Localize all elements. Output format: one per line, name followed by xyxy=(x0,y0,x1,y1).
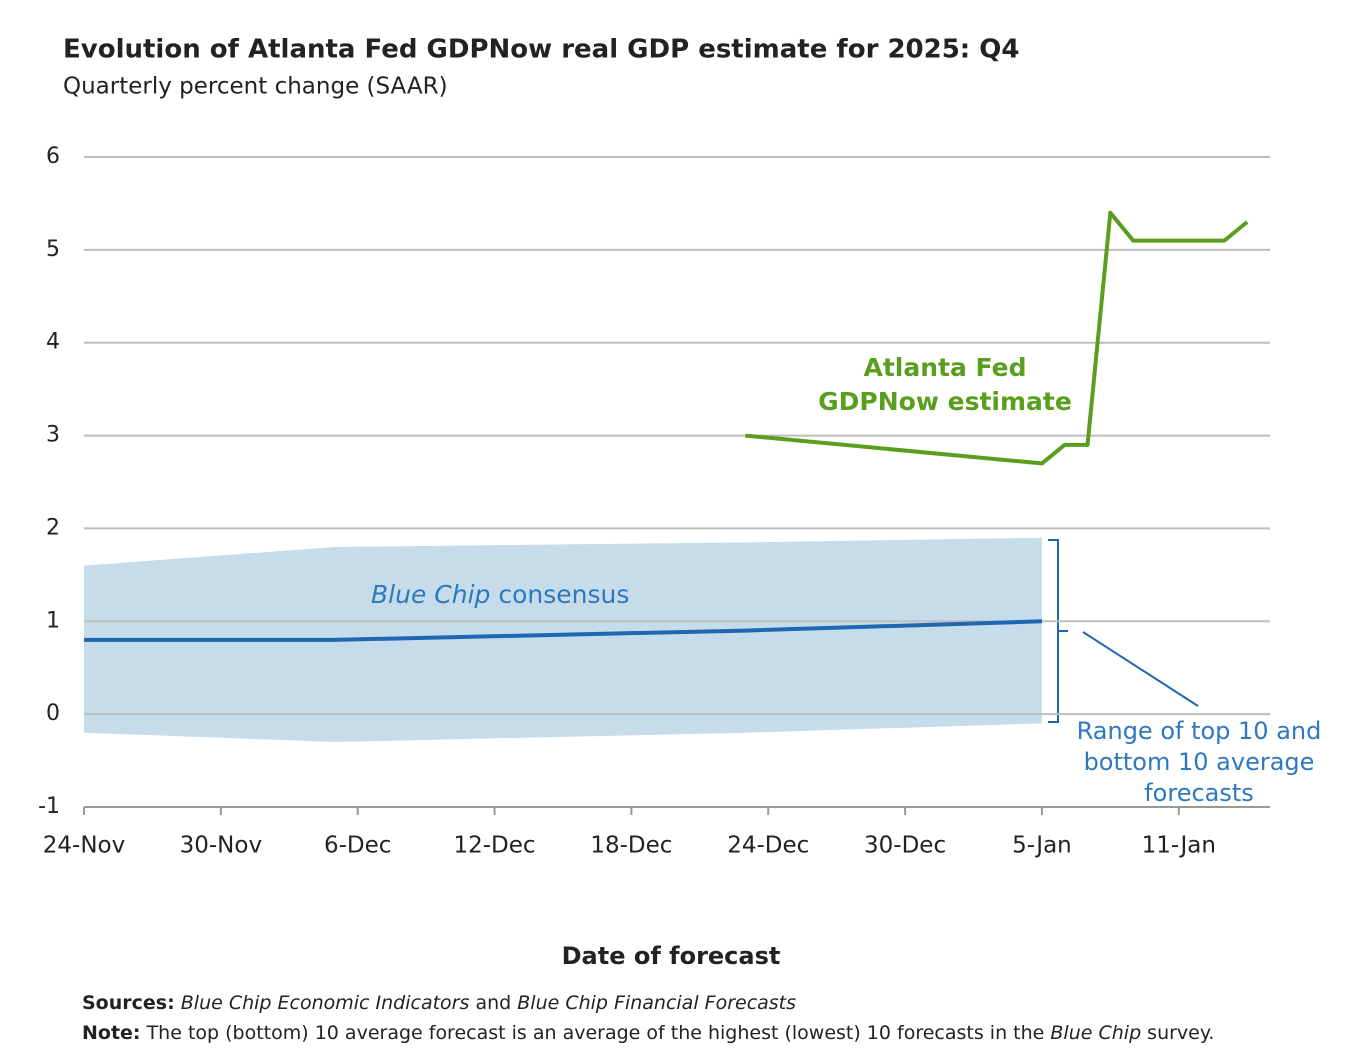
chart: Evolution of Atlanta Fed GDPNow real GDP… xyxy=(38,35,1322,971)
note-text: The top (bottom) 10 average forecast is … xyxy=(146,1022,1045,1044)
sources-text: Blue Chip Financial Forecasts xyxy=(517,992,797,1014)
band-label: forecasts xyxy=(1144,779,1254,807)
range-band xyxy=(84,537,1042,742)
series-line xyxy=(745,210,1249,466)
bracket xyxy=(1048,539,1068,723)
x-tick-label: 18-Dec xyxy=(590,833,672,859)
chart-subtitle: Quarterly percent change (SAAR) xyxy=(63,74,448,100)
y-tick-label: 0 xyxy=(46,701,60,726)
series-label-rest: consensus xyxy=(490,580,629,609)
band-label: Range of top 10 and xyxy=(1077,717,1322,745)
band-label: bottom 10 average xyxy=(1084,748,1315,776)
y-tick-label: 4 xyxy=(46,330,60,355)
x-tick-label: 12-Dec xyxy=(453,833,535,859)
y-tick-label: 2 xyxy=(46,515,60,540)
note: Note: The top (bottom) 10 average foreca… xyxy=(82,1022,1214,1044)
x-tick-label: 24-Nov xyxy=(43,833,125,859)
y-tick-label: -1 xyxy=(38,794,60,819)
note-label: Note: xyxy=(82,1022,141,1044)
y-tick-label: 1 xyxy=(46,608,60,633)
range-area xyxy=(84,537,1042,742)
x-tick-label: 5-Jan xyxy=(1012,833,1072,859)
chart-title: Evolution of Atlanta Fed GDPNow real GDP… xyxy=(63,35,1019,65)
x-tick-label: 30-Dec xyxy=(864,833,946,859)
y-tick-label: 6 xyxy=(46,144,60,169)
x-tick-label: 30-Nov xyxy=(180,833,262,859)
x-tick-label: 6-Dec xyxy=(324,833,391,859)
sources-label: Sources: xyxy=(82,992,175,1014)
series-label-italic: Blue Chip xyxy=(371,580,490,609)
sources-text: Blue Chip Economic Indicators xyxy=(180,992,470,1014)
note-text: Blue Chip xyxy=(1050,1022,1142,1044)
series-line xyxy=(84,619,1042,642)
y-tick-label: 3 xyxy=(46,423,60,448)
note-text: survey. xyxy=(1147,1022,1215,1044)
x-tick-label: 11-Jan xyxy=(1142,833,1216,859)
y-tick-label: 5 xyxy=(46,237,60,262)
x-axis-title: Date of forecast xyxy=(562,942,781,970)
sources: Sources: Blue Chip Economic Indicators a… xyxy=(82,992,796,1014)
sources-text: and xyxy=(475,992,512,1014)
series-label: GDPNow estimate xyxy=(818,387,1072,416)
series-label: Atlanta Fed xyxy=(864,353,1027,382)
range-bracket xyxy=(1048,539,1199,723)
x-tick-label: 24-Dec xyxy=(727,833,809,859)
leader-line xyxy=(1082,631,1199,707)
series-label: Blue Chip consensus xyxy=(371,580,629,609)
